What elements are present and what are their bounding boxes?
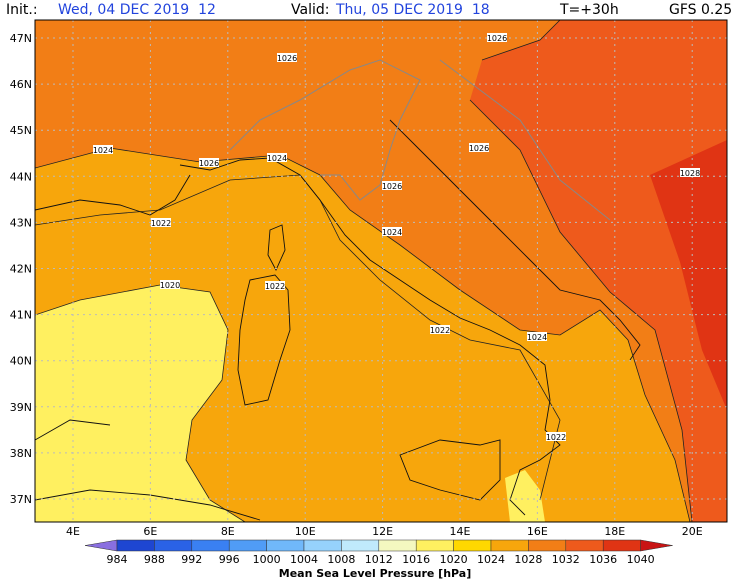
lon-label: 4E [66, 525, 80, 538]
borders [229, 59, 611, 221]
colorbar-segment [341, 539, 380, 552]
contour-label-box [546, 432, 566, 441]
lat-label: 46N [10, 78, 32, 91]
colorbar-level: 988 [144, 553, 165, 566]
colorbar-segment [490, 539, 529, 552]
lat-label: 43N [10, 216, 32, 229]
colorbar-segment [154, 539, 193, 552]
contour-label-box [469, 143, 489, 152]
colorbar-segment [116, 539, 155, 552]
contour-label-box [680, 168, 700, 177]
contour-label-box [277, 53, 297, 62]
contour-label: 1024 [93, 146, 113, 155]
colorbar-segment [602, 539, 641, 552]
contour-label-box [382, 227, 402, 236]
forecast-step: T=+30h [559, 2, 619, 18]
colorbar-title: Mean Sea Level Pressure [hPa] [279, 567, 472, 580]
contour-label-box [160, 280, 180, 289]
colorbar-segment [565, 539, 604, 552]
contour-label: 1024 [527, 333, 547, 342]
contour-label: 1026 [277, 54, 297, 63]
zone-1016 [35, 285, 245, 522]
contour-label: 1022 [265, 282, 285, 291]
lat-label: 40N [10, 355, 32, 368]
colorbar-level: 1000 [253, 553, 281, 566]
colorbar-high [640, 539, 673, 552]
contour-label: 1020 [160, 281, 180, 290]
lon-label: 6E [143, 525, 157, 538]
colorbar-level: 1024 [477, 553, 505, 566]
lat-label: 47N [10, 32, 32, 45]
lon-label: 14E [450, 525, 471, 538]
colorbar-level: 992 [181, 553, 202, 566]
colorbar-level: 996 [219, 553, 240, 566]
map-frame [34, 19, 728, 523]
lon-label: 12E [372, 525, 393, 538]
colorbar-segment [415, 539, 454, 552]
map-area [35, 20, 727, 522]
colorbar-segment [228, 539, 267, 552]
contour-label-box [527, 332, 547, 341]
colorbar-segment [528, 539, 567, 552]
contour-label: 1022 [151, 219, 171, 228]
contour-label-box [93, 145, 113, 154]
colorbar-segment [378, 539, 417, 552]
lat-label: 44N [10, 170, 32, 183]
lat-label: 37N [10, 493, 32, 506]
contour-label-box [265, 281, 285, 290]
contour-label: 1026 [382, 182, 402, 191]
lon-label: 16E [527, 525, 548, 538]
contour-label-box [267, 153, 287, 162]
colorbar-segment [303, 539, 342, 552]
valid-label: Valid: [291, 2, 329, 18]
contour-label-box [151, 218, 171, 227]
contour-label-box [487, 33, 507, 42]
lon-label: 10E [295, 525, 316, 538]
graticule [35, 20, 727, 522]
colorbar-segment [266, 539, 305, 552]
model-name: GFS 0.25 [669, 2, 732, 18]
contour-label-box [382, 181, 402, 190]
colorbar-level: 1036 [589, 553, 617, 566]
init-date: Wed, 04 DEC 2019 12 [58, 2, 216, 18]
lat-label: 38N [10, 447, 32, 460]
colorbar-segment [191, 539, 230, 552]
init-label: Init.: [6, 2, 38, 18]
lon-label: 20E [682, 525, 703, 538]
colorbar-level: 1016 [402, 553, 430, 566]
lon-label: 8E [221, 525, 235, 538]
colorbar-level: 1012 [365, 553, 393, 566]
contour-label: 1024 [382, 228, 402, 237]
colorbar-level: 1040 [627, 553, 655, 566]
zone-1032 [650, 140, 727, 410]
lat-label: 41N [10, 309, 32, 322]
contour-label-box [430, 325, 450, 334]
colorbar-level: 1008 [327, 553, 355, 566]
contour-label: 1026 [487, 34, 507, 43]
colorbar-segment [453, 539, 492, 552]
colorbar-level: 984 [107, 553, 128, 566]
lat-label: 45N [10, 124, 32, 137]
colorbar-level: 1020 [440, 553, 468, 566]
lat-label: 39N [10, 401, 32, 414]
contour-label-box [199, 158, 219, 167]
colorbar-level: 1032 [552, 553, 580, 566]
contour-label: 1026 [469, 144, 489, 153]
zone-1028 [470, 20, 727, 522]
colorbar-level: 1028 [514, 553, 542, 566]
valid-date: Thu, 05 DEC 2019 18 [335, 2, 490, 18]
contour-label: 1028 [680, 169, 700, 178]
zone-1016 [505, 470, 545, 522]
contour-label: 1022 [546, 433, 566, 442]
lat-label: 42N [10, 263, 32, 276]
colorbar-level: 1004 [290, 553, 318, 566]
contour-label: 1026 [199, 159, 219, 168]
contour-label: 1022 [430, 326, 450, 335]
contour-label: 1024 [267, 154, 287, 163]
lon-label: 18E [604, 525, 625, 538]
labels: 47N 46N 45N 44N 43N 42N 41N 40N 39N 38N 37N 4E 6E 8E 1… [10, 32, 703, 580]
